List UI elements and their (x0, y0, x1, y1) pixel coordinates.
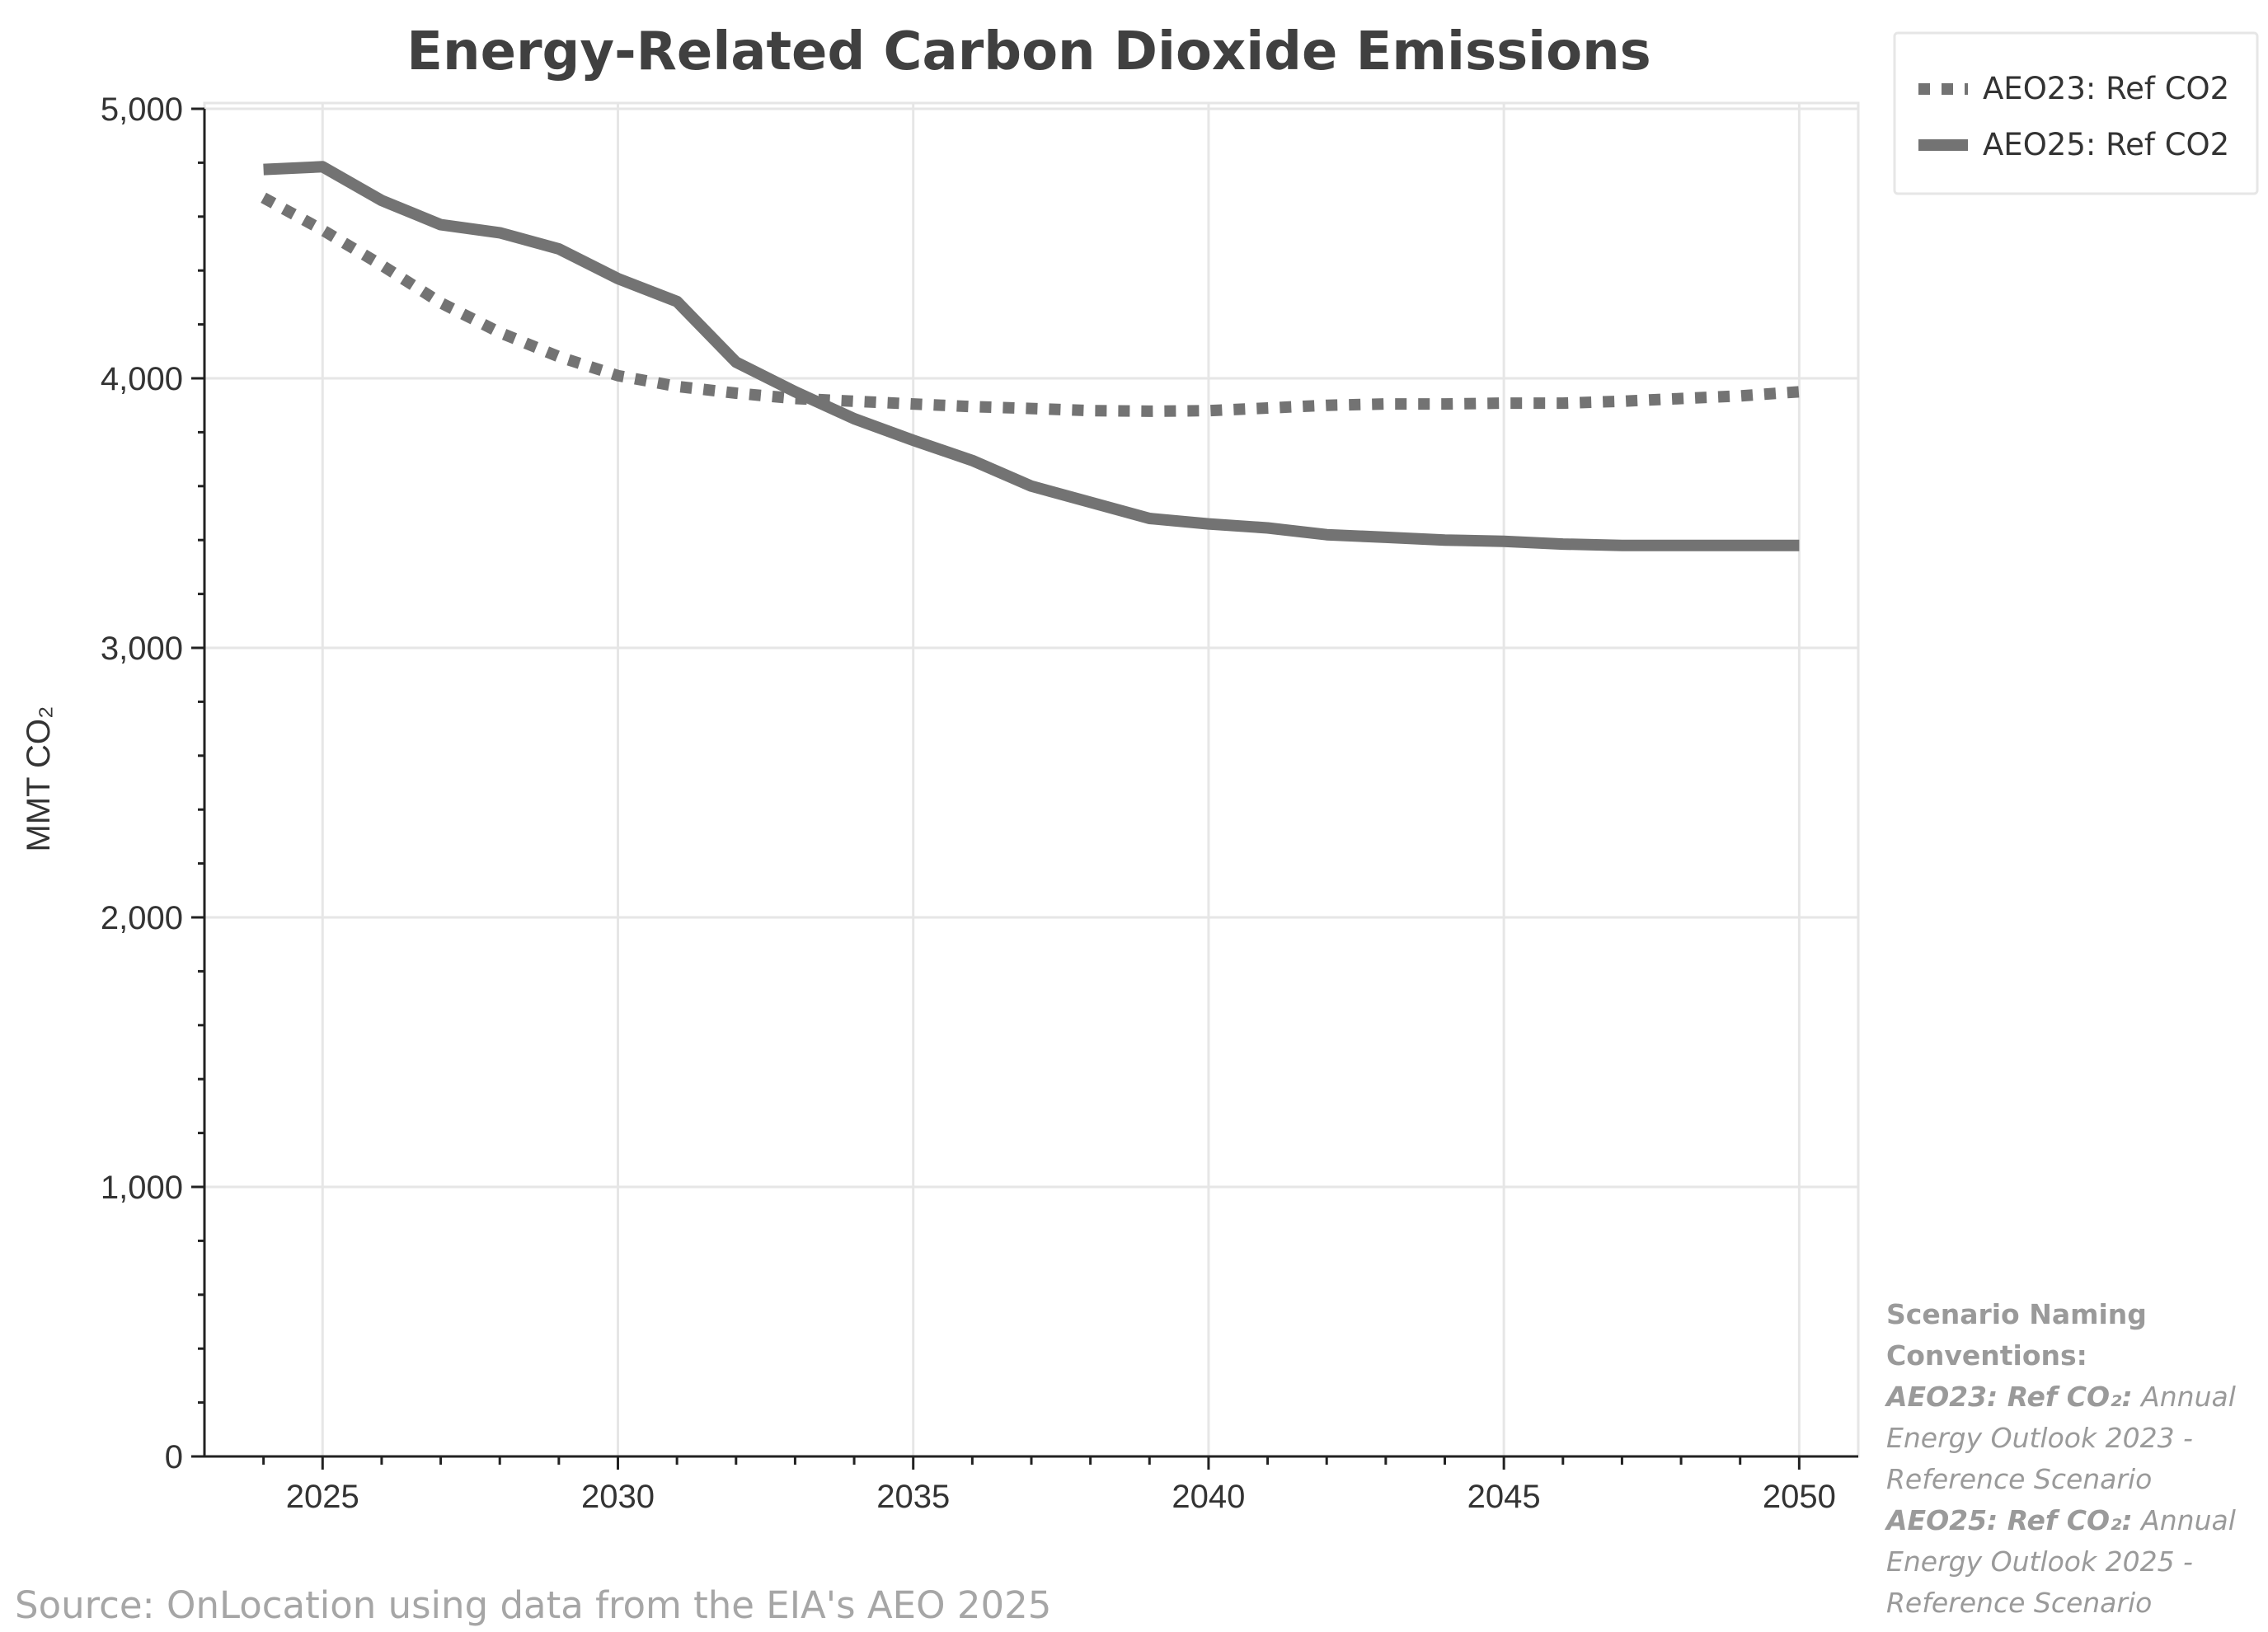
y-tick-label-2000: 2,000 (101, 900, 183, 936)
note-label-aeo23: AEO23: Ref CO₂: (1886, 1381, 2133, 1413)
note-text-aeo25: Annual Energy Outlook 2025 - Reference S… (1886, 1504, 2236, 1619)
grid-lines (204, 103, 1858, 1456)
note-text-aeo23: Annual Energy Outlook 2023 - Reference S… (1886, 1381, 2236, 1495)
series-layer (261, 161, 1800, 551)
series-line-aeo23 (261, 192, 1800, 417)
x-tick-label-2025: 2025 (286, 1479, 359, 1515)
legend-box (1893, 31, 2259, 195)
x-tick-label-2035: 2035 (876, 1479, 950, 1515)
scenario-naming-note: Scenario Naming Conventions: AEO23: Ref … (1886, 1294, 2257, 1624)
x-tick-label-2045: 2045 (1467, 1479, 1541, 1515)
y-tick-label-5000: 5,000 (101, 91, 183, 128)
x-tick-label-2030: 2030 (581, 1479, 655, 1515)
axes: 0 1,000 2,000 3,000 4,000 5,000 2025 2030 2035 20… (101, 91, 1858, 1515)
note-entry-aeo25: AEO25: Ref CO₂: Annual Energy Outlook 20… (1886, 1500, 2257, 1624)
note-heading: Scenario Naming Conventions: (1886, 1298, 2147, 1372)
y-axis-label: MMT CO₂ (21, 706, 57, 852)
note-entry-aeo23: AEO23: Ref CO₂: Annual Energy Outlook 20… (1886, 1376, 2257, 1500)
series-line-aeo25 (263, 161, 1800, 551)
y-tick-label-0: 0 (165, 1439, 183, 1475)
legend-label-aeo25: AEO25: Ref CO2 (1983, 127, 2229, 162)
note-label-aeo25: AEO25: Ref CO₂: (1886, 1504, 2133, 1536)
legend: AEO23: Ref CO2 AEO25: Ref CO2 (1893, 31, 2259, 195)
x-tick-label-2040: 2040 (1172, 1479, 1245, 1515)
source-note: Source: OnLocation using data from the E… (15, 1583, 1051, 1627)
y-tick-label-1000: 1,000 (101, 1170, 183, 1206)
legend-label-aeo23: AEO23: Ref CO2 (1983, 71, 2229, 106)
x-tick-label-2050: 2050 (1763, 1479, 1836, 1515)
y-tick-label-3000: 3,000 (101, 631, 183, 667)
chart-title: Energy-Related Carbon Dioxide Emissions (406, 21, 1651, 82)
y-tick-label-4000: 4,000 (101, 361, 183, 397)
